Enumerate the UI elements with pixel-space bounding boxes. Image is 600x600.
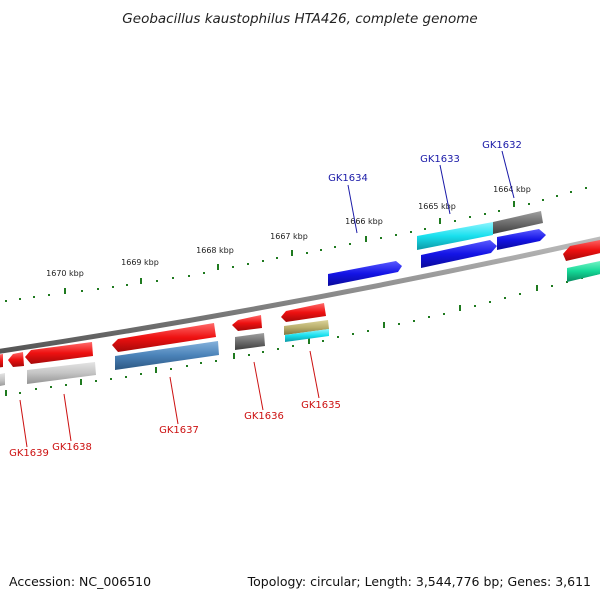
gene-gk1638[interactable] [25,342,93,364]
gene-label-gk1635: GK1635 [301,400,341,411]
gene-right-edge-red[interactable] [563,239,600,261]
scale-label-1669: 1669 kbp [121,258,159,267]
scale-label-1670: 1670 kbp [46,269,84,278]
forward-strand-features [328,211,600,286]
gene-label-gk1636: GK1636 [244,411,284,422]
feature-gk1636-gray[interactable] [235,333,265,350]
upper-tick-track [5,187,587,302]
gene-label-gk1637: GK1637 [159,425,199,436]
feature-gk1637-steel[interactable] [115,341,219,370]
gene-label-gk1632: GK1632 [482,140,522,151]
feature-gk1638-gray[interactable] [27,362,96,384]
gene-label-gk1638: GK1638 [52,442,92,453]
feature-left-edge-gray[interactable] [0,373,5,387]
gene-gk1637[interactable] [112,323,216,352]
feature-right-edge-teal[interactable] [567,260,600,282]
topology-text: Topology: circular; Length: 3,544,776 bp… [247,574,591,589]
gene-gk1639[interactable] [8,352,24,367]
scale-label-1665: 1665 kbp [418,202,456,211]
reverse-strand-features [0,303,329,387]
gene-gk1634[interactable] [328,261,402,286]
accession-text: Accession: NC_006510 [9,574,151,589]
callout-lines [19,150,515,448]
feature-gk1635-cyan[interactable] [285,329,329,342]
gene-gk1632[interactable] [497,229,546,250]
gene-label-gk1633: GK1633 [420,154,460,165]
gene-gk1636[interactable] [232,315,262,331]
gene-gk1635[interactable] [281,303,326,322]
gene-label-gk1639: GK1639 [9,448,49,459]
scale-label-1667: 1667 kbp [270,232,308,241]
gene-gk1633[interactable] [421,240,497,268]
scale-label-1666: 1666 kbp [345,217,383,226]
feature-gk1635-khaki[interactable] [284,320,329,335]
lower-tick-track [5,273,597,396]
feature-gk1633-cyan[interactable] [417,222,493,250]
map-title: Geobacillus kaustophilus HTA426, complet… [122,11,477,27]
genome-backbone [0,236,600,354]
feature-gk1632-gray[interactable] [493,211,543,234]
gene-label-gk1634: GK1634 [328,173,368,184]
scale-label-1668: 1668 kbp [196,246,234,255]
gene-left-edge-red[interactable] [0,354,3,368]
